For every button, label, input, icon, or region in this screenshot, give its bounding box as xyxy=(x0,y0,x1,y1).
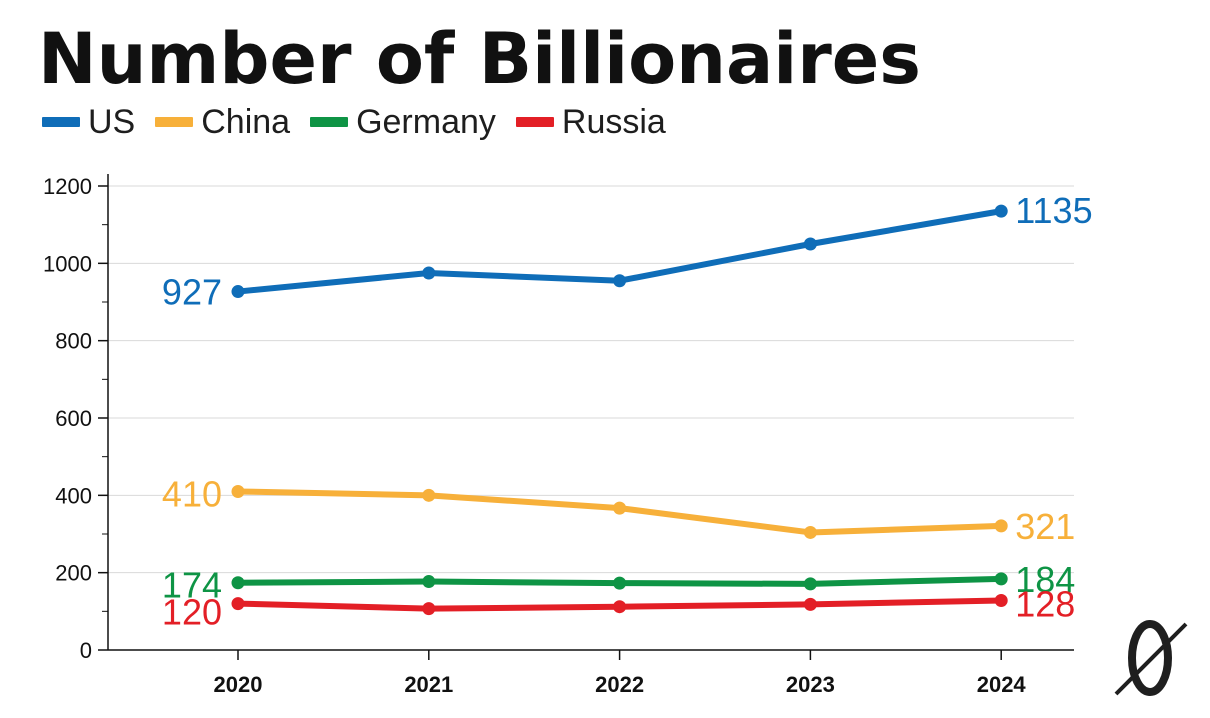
data-label-china-start: 410 xyxy=(162,473,222,514)
data-point-germany-2023 xyxy=(803,577,817,591)
legend-label-germany: Germany xyxy=(356,103,496,141)
data-point-germany-2021 xyxy=(422,575,436,589)
legend-swatch-russia xyxy=(515,117,554,127)
data-point-russia-2021 xyxy=(422,602,436,616)
y-tick-label-400: 400 xyxy=(55,483,92,508)
data-point-china-2021 xyxy=(422,488,436,502)
y-tick-label-600: 600 xyxy=(55,406,92,431)
data-point-us-2022 xyxy=(613,274,627,288)
x-tick-label-2021: 2021 xyxy=(404,672,453,697)
data-point-russia-2023 xyxy=(803,597,817,611)
data-label-us-end: 1135 xyxy=(1015,190,1092,231)
legend-item-china: China xyxy=(155,102,290,142)
legend-label-us: US xyxy=(88,103,136,141)
y-tick-label-1200: 1200 xyxy=(43,174,92,199)
legend-label-russia: Russia xyxy=(561,103,666,141)
data-point-russia-2024 xyxy=(994,594,1008,608)
y-tick-label-1000: 1000 xyxy=(43,251,92,276)
data-point-china-2024 xyxy=(994,519,1008,533)
data-label-russia-start: 120 xyxy=(162,592,222,633)
legend: US China Germany Russia xyxy=(42,102,666,142)
x-tick-label-2024: 2024 xyxy=(977,672,1027,697)
data-point-us-2020 xyxy=(231,285,245,299)
data-label-germany-start: 174 xyxy=(162,565,222,606)
data-point-russia-2022 xyxy=(613,600,627,614)
data-label-us-start: 927 xyxy=(162,272,222,313)
y-tick-label-0: 0 xyxy=(80,638,92,663)
chart-title: Number of Billionaires xyxy=(38,18,921,100)
data-point-us-2024 xyxy=(994,204,1008,218)
legend-item-us: US xyxy=(42,102,135,142)
data-point-china-2023 xyxy=(803,525,817,539)
x-tick-label-2023: 2023 xyxy=(786,672,835,697)
data-label-china-end: 321 xyxy=(1015,506,1075,547)
legend-swatch-china xyxy=(155,117,194,127)
zero-slash-logo-icon xyxy=(1114,620,1188,696)
legend-item-germany: Germany xyxy=(310,102,496,142)
y-tick-label-200: 200 xyxy=(55,561,92,586)
legend-label-china: China xyxy=(201,103,291,141)
x-tick-label-2020: 2020 xyxy=(214,672,263,697)
y-tick-label-800: 800 xyxy=(55,329,92,354)
x-tick-label-2022: 2022 xyxy=(595,672,644,697)
legend-item-russia: Russia xyxy=(515,102,666,142)
legend-swatch-germany xyxy=(310,117,349,127)
data-label-germany-end: 184 xyxy=(1015,559,1075,600)
data-label-russia-end: 128 xyxy=(1015,584,1075,625)
data-point-us-2021 xyxy=(422,266,436,280)
data-point-russia-2020 xyxy=(231,597,245,611)
data-point-us-2023 xyxy=(803,237,817,251)
legend-swatch-us xyxy=(42,117,80,127)
data-point-germany-2024 xyxy=(994,572,1008,586)
data-point-china-2022 xyxy=(613,501,627,515)
data-point-germany-2022 xyxy=(613,576,627,590)
data-point-china-2020 xyxy=(231,484,245,498)
data-point-germany-2020 xyxy=(231,576,245,590)
